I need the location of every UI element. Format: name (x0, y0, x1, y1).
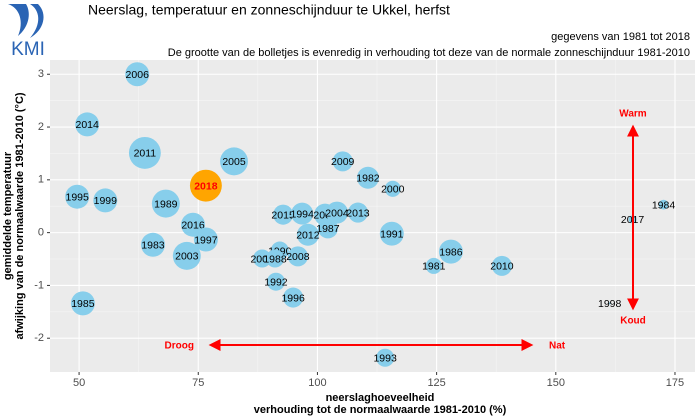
bubble (253, 249, 272, 268)
y-tick-label: -1 (34, 279, 44, 291)
point-label: 1993 (373, 353, 397, 365)
annotation: Warm (619, 109, 647, 120)
note: De grootte van de bolletjes is evenredig… (168, 47, 690, 59)
bubble (296, 223, 319, 246)
x-tick-label: 50 (73, 377, 85, 389)
point-label: 1992 (264, 277, 288, 289)
point-label: 1982 (356, 173, 380, 185)
bubble (291, 202, 314, 225)
point-label: 1981 (422, 261, 446, 273)
point-label: 2015 (271, 209, 295, 221)
logo-shape (30, 4, 44, 38)
bubble (266, 272, 285, 291)
bubble (93, 188, 118, 213)
x-tick-label: 125 (427, 377, 445, 389)
point-label: 1994 (291, 208, 315, 220)
point-label: 2014 (76, 119, 100, 131)
bubble (347, 202, 368, 223)
bubble (193, 227, 218, 252)
bubble (287, 246, 308, 267)
logo-shape (8, 4, 29, 36)
point-label: 2018 (194, 180, 218, 192)
logo: KMI (8, 4, 45, 60)
point-label: 2016 (181, 219, 205, 231)
point-label: 1984 (652, 199, 676, 211)
bubble (384, 180, 401, 197)
point-label: 1996 (281, 292, 305, 304)
point-label: 2000 (381, 184, 405, 196)
point-label: 2004 (325, 207, 349, 219)
bubble (265, 249, 285, 268)
point-label: 1983 (141, 240, 165, 252)
annotation: Koud (620, 316, 646, 327)
point-label: 1999 (94, 195, 118, 207)
y-axis-label: gemiddelde temperatuur (2, 151, 14, 280)
bubble (425, 257, 442, 274)
point-label: 2003 (175, 251, 199, 263)
y-tick-label: -2 (34, 332, 44, 344)
x-tick-label: 100 (308, 377, 326, 389)
point-label: 1986 (439, 246, 463, 258)
bubble (376, 348, 395, 367)
point-label: 2006 (126, 69, 150, 81)
bubble (379, 221, 404, 246)
bubble (151, 189, 180, 218)
point-label: 2013 (346, 207, 370, 219)
x-tick-label: 75 (192, 377, 204, 389)
bubble (273, 204, 294, 225)
subtitle: gegevens van 1981 tot 2018 (551, 31, 690, 43)
bubble (65, 184, 90, 209)
bubble (128, 136, 161, 169)
annotation: Nat (549, 341, 566, 352)
logo-text: KMI (11, 39, 45, 60)
bubble (438, 239, 463, 264)
bubble (70, 291, 95, 316)
point-label: 2009 (331, 156, 355, 168)
annotation: Droog (165, 341, 194, 352)
bubble (75, 112, 100, 137)
point-label: 1985 (71, 298, 95, 310)
point-label: 2012 (296, 230, 320, 242)
x-axis-label: neerslaghoeveelheid (326, 392, 435, 404)
y-tick-label: 0 (38, 227, 44, 239)
point-label: 1995 (65, 192, 89, 204)
y-axis-label: afwijking van de normaalwaarde 1981-2010… (14, 92, 26, 339)
x-axis-label: verhouding tot de normaalwaarde 1981-201… (254, 404, 507, 416)
bubble (491, 255, 512, 276)
bubble (356, 166, 379, 189)
x-tick-label: 175 (666, 377, 684, 389)
bubble (283, 287, 304, 308)
bubble (125, 62, 150, 87)
point-label: 1997 (194, 234, 218, 246)
point-label: 2011 (134, 148, 157, 160)
chart-title: Neerslag, temperatuur en zonneschijnduur… (88, 2, 450, 18)
point-label: 2010 (490, 261, 514, 273)
bubble (332, 151, 353, 172)
y-tick-label: 3 (38, 68, 44, 80)
point-label: 2008 (286, 251, 310, 263)
bubble (140, 232, 165, 257)
x-tick-label: 150 (547, 377, 565, 389)
bubble (189, 169, 222, 202)
point-label: 1987 (316, 223, 340, 235)
bubble (172, 241, 201, 270)
point-label: 1988 (263, 253, 287, 265)
bubble (658, 199, 669, 210)
point-label: 1998 (598, 298, 622, 310)
bubble (220, 147, 248, 176)
bubble (317, 218, 338, 239)
y-tick-label: 1 (38, 174, 44, 186)
bubble (608, 302, 611, 305)
point-label: 1989 (154, 198, 178, 210)
y-tick-label: 2 (38, 121, 44, 133)
plot-background (50, 60, 695, 372)
point-label: 2005 (222, 156, 246, 168)
bubble (325, 201, 348, 224)
point-label: 1991 (380, 228, 404, 240)
